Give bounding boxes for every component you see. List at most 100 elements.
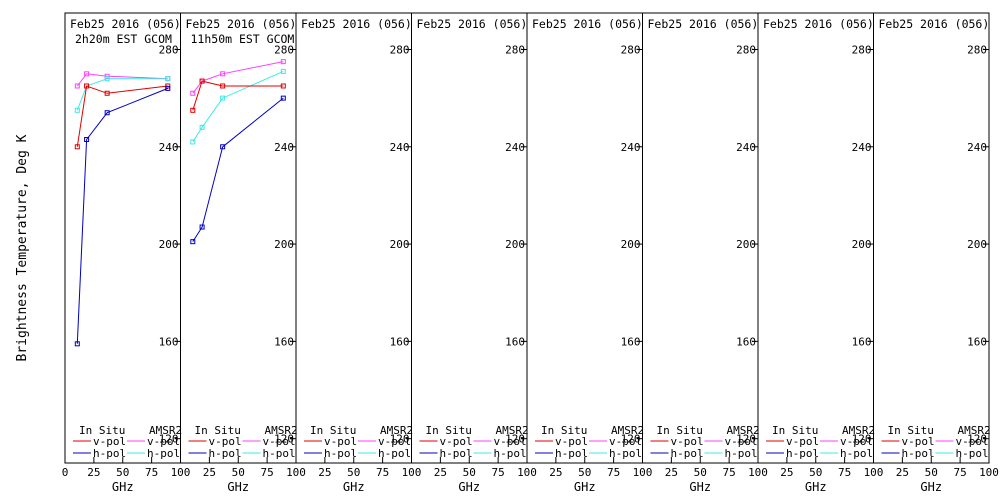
data-point-insitu_v: [190, 107, 196, 113]
data-point-insitu_h: [199, 224, 205, 230]
x-axis-label: GHz: [227, 480, 249, 494]
x-tick-label: 100: [633, 466, 653, 479]
data-point-insitu_v: [84, 83, 90, 89]
x-tick-label: 50: [578, 466, 591, 479]
legend-amsr2-header: AMSR2: [265, 424, 298, 437]
legend-insitu-header: In Situ: [772, 424, 818, 437]
data-point-amsr2_h: [74, 107, 80, 113]
panel-8: Feb25 2016 (056) 120 160 200 240 280 25 50 75 100…: [873, 12, 999, 494]
panel-title: Feb25 2016 (056): [648, 17, 759, 31]
y-tick-label: 240: [274, 141, 294, 154]
x-axis-label: GHz: [689, 480, 711, 494]
legend-label-amsr2_v: v-pol: [840, 435, 873, 448]
legend-label-amsr2_v: v-pol: [956, 435, 989, 448]
data-point-amsr2_h: [220, 95, 226, 101]
x-axis-label: GHz: [112, 480, 134, 494]
panel-3: Feb25 2016 (056) 120 160 200 240 280 25 50 75 100…: [295, 12, 422, 494]
panel-1: Feb25 2016 (056)2h20m EST GCOM 120 160 200 2…: [62, 12, 191, 494]
data-point-insitu_h: [84, 136, 90, 142]
y-tick-label: 280: [390, 43, 410, 56]
data-point-insitu_h: [104, 110, 110, 116]
x-tick-label: 50: [347, 466, 360, 479]
panel-7: Feb25 2016 (056) 120 160 200 240 280 25 50 75 100…: [757, 12, 884, 494]
legend-label-amsr2_h: h-pol: [956, 447, 989, 460]
legend-label-insitu_v: v-pol: [786, 435, 819, 448]
x-tick-label: 100: [748, 466, 768, 479]
y-tick-label: 200: [390, 238, 410, 251]
legend-label-insitu_h: h-pol: [440, 447, 473, 460]
data-point-amsr2_h: [190, 139, 196, 145]
data-point-amsr2_v: [220, 71, 226, 77]
x-tick-label: 25: [665, 466, 678, 479]
data-point-amsr2_v: [84, 71, 90, 77]
y-tick-label: 280: [159, 43, 179, 56]
panel-subtitle: 11h50m EST GCOM: [191, 32, 295, 46]
y-tick-label: 160: [621, 335, 641, 348]
y-tick-label: 120: [159, 433, 179, 446]
y-tick-label: 200: [621, 238, 641, 251]
x-tick-label: 100: [286, 466, 306, 479]
legend-label-amsr2_h: h-pol: [147, 447, 180, 460]
panel-title: Feb25 2016 (056): [763, 17, 874, 31]
x-tick-label: 75: [838, 466, 851, 479]
data-point-insitu_h: [165, 85, 171, 91]
legend-label-insitu_v: v-pol: [555, 435, 588, 448]
legend-label-amsr2_h: h-pol: [494, 447, 527, 460]
x-axis-label: GHz: [805, 480, 827, 494]
panel-4: Feb25 2016 (056) 120 160 200 240 280 25 50 75 100…: [411, 12, 537, 494]
y-tick-label: 240: [159, 141, 179, 154]
legend-amsr2-header: AMSR2: [496, 424, 529, 437]
x-tick-label: 75: [145, 466, 158, 479]
legend-label-amsr2_v: v-pol: [725, 435, 758, 448]
legend-label-insitu_v: v-pol: [93, 435, 126, 448]
y-tick-label: 280: [736, 43, 756, 56]
y-tick-label: 280: [505, 43, 525, 56]
data-point-amsr2_h: [280, 68, 286, 74]
x-tick-label: 25: [203, 466, 216, 479]
x-tick-label: 50: [925, 466, 938, 479]
y-tick-label: 280: [274, 43, 294, 56]
x-tick-label: 75: [492, 466, 505, 479]
legend-label-amsr2_v: v-pol: [263, 435, 296, 448]
data-point-insitu_h: [280, 95, 286, 101]
y-tick-label: 160: [159, 335, 179, 348]
x-tick-label: 100: [171, 466, 191, 479]
y-tick-label: 120: [390, 433, 410, 446]
legend-label-amsr2_h: h-pol: [378, 447, 411, 460]
x-axis-label: GHz: [458, 480, 480, 494]
legend-label-amsr2_h: h-pol: [609, 447, 642, 460]
x-tick-label: 75: [376, 466, 389, 479]
y-tick-label: 240: [967, 141, 987, 154]
y-tick-label: 120: [852, 433, 872, 446]
series-line-insitu_h: [76, 87, 168, 344]
panel-title: Feb25 2016 (056): [417, 17, 528, 31]
y-tick-label: 120: [736, 433, 756, 446]
legend-label-insitu_h: h-pol: [93, 447, 126, 460]
legend-label-insitu_h: h-pol: [209, 447, 242, 460]
y-tick-label: 120: [621, 433, 641, 446]
data-point-insitu_v: [74, 144, 80, 150]
x-tick-label: 50: [116, 466, 129, 479]
x-tick-label: 75: [723, 466, 736, 479]
y-tick-label: 120: [505, 433, 525, 446]
panel-title: Feb25 2016 (056): [879, 17, 990, 31]
legend-insitu-header: In Situ: [79, 424, 125, 437]
y-tick-label: 120: [274, 433, 294, 446]
legend-label-insitu_v: v-pol: [902, 435, 935, 448]
y-tick-label: 280: [852, 43, 872, 56]
x-tick-label: 100: [402, 466, 422, 479]
y-tick-label: 240: [390, 141, 410, 154]
x-tick-label: 25: [318, 466, 331, 479]
series-line-amsr2_v: [192, 61, 284, 94]
legend-label-insitu_v: v-pol: [209, 435, 242, 448]
panel-title: Feb25 2016 (056): [301, 17, 412, 31]
series-line-amsr2_h: [192, 70, 284, 143]
legend-amsr2-header: AMSR2: [611, 424, 644, 437]
data-point-amsr2_v: [74, 83, 80, 89]
y-tick-label: 160: [852, 335, 872, 348]
data-point-amsr2_v: [190, 90, 196, 96]
x-tick-label: 100: [864, 466, 884, 479]
legend-amsr2-header: AMSR2: [842, 424, 875, 437]
x-axis-label: GHz: [574, 480, 596, 494]
legend-label-insitu_v: v-pol: [671, 435, 704, 448]
